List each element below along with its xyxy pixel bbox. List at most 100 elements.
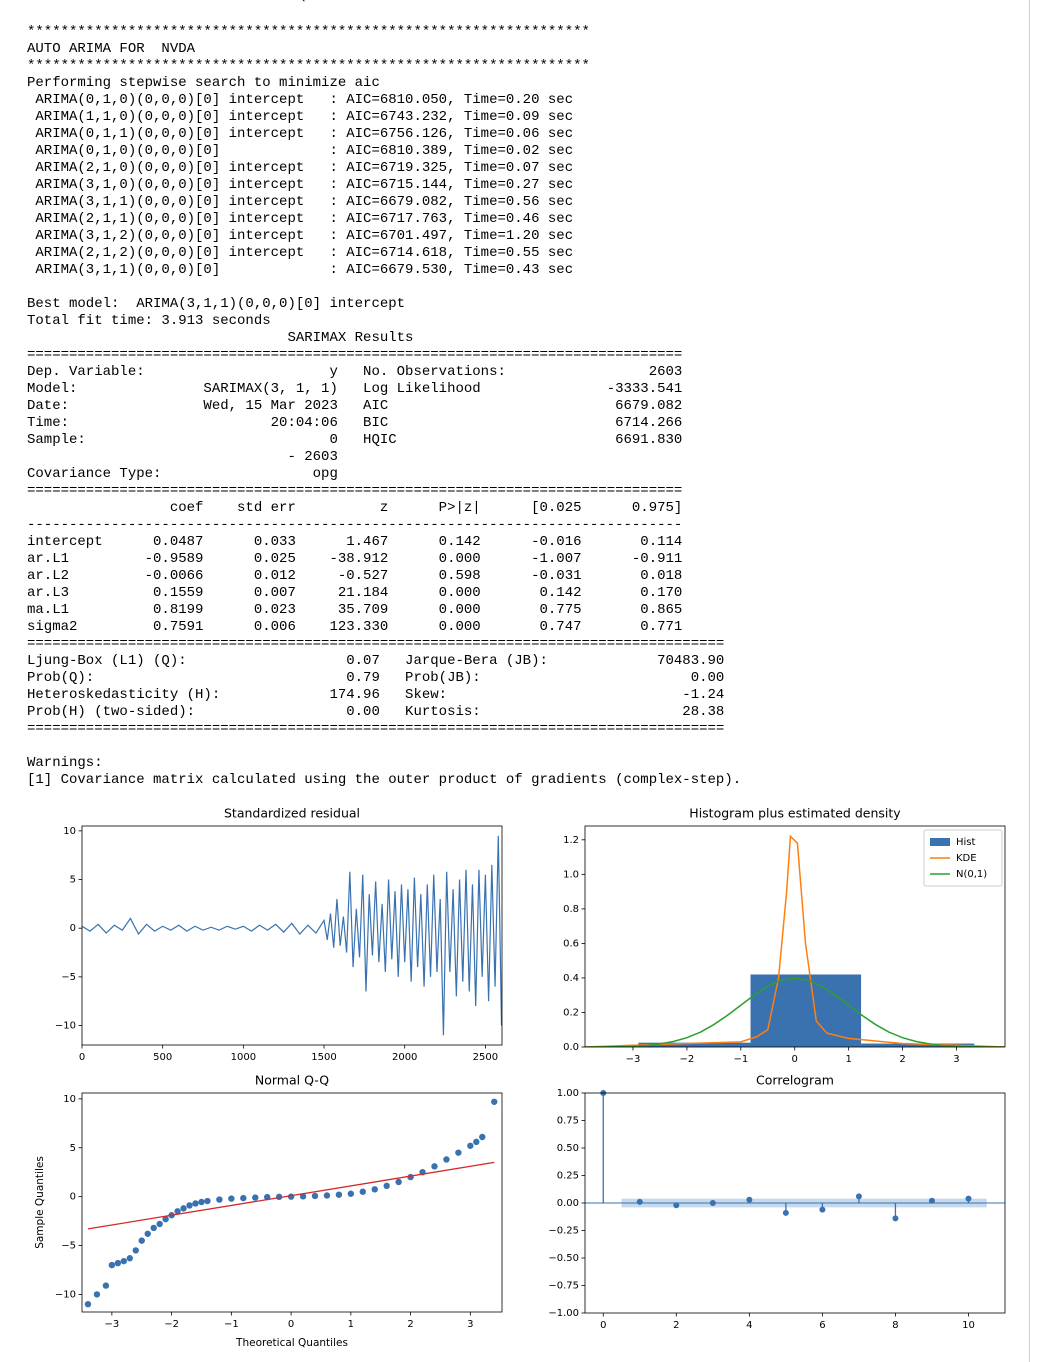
qq-point: [108, 1261, 116, 1269]
x-tick-label: 0: [288, 1319, 294, 1330]
qq-point: [186, 1202, 193, 1209]
x-tick-label: 4: [746, 1320, 752, 1331]
x-tick-label: −2: [164, 1319, 179, 1330]
qq-point: [156, 1220, 163, 1228]
y-tick-label: −5: [61, 1241, 76, 1252]
chart-title: Normal Q-Q: [255, 1073, 329, 1088]
output-line: ----------------------------------------…: [27, 517, 683, 533]
y-tick-label: 1.2: [563, 835, 579, 846]
output-line: Model: SARIMAX(3, 1, 1) Log Likelihood -…: [27, 381, 683, 397]
y-tick-label: 10: [63, 826, 76, 837]
qq-point: [228, 1195, 235, 1202]
output-line: ARIMA(0,1,0)(0,0,0)[0] intercept : AIC=6…: [27, 92, 574, 108]
qq-point: [132, 1247, 139, 1254]
stem-marker: [928, 1197, 935, 1204]
y-tick-label: 1.0: [563, 869, 579, 880]
x-tick-label: −3: [104, 1319, 119, 1330]
qq-point: [299, 1193, 307, 1200]
chart-title: Histogram plus estimated density: [689, 806, 901, 821]
y-tick-label: 0.0: [563, 1042, 579, 1053]
axes-frame: [81, 825, 503, 1046]
output-line: ARIMA(0,1,0)(0,0,0)[0] : AIC=6810.389, T…: [27, 143, 574, 159]
output-line: ARIMA(3,1,0)(0,0,0)[0] intercept : AIC=6…: [27, 177, 574, 193]
output-line: Best model: ARIMA(3,1,1)(0,0,0)[0] inter…: [27, 296, 406, 312]
plot-area: [84, 1098, 498, 1308]
output-line: ar.L1 -0.9589 0.025 -38.912 0.000 -1.007…: [27, 551, 683, 567]
y-tick-label: 0.50: [557, 1143, 579, 1154]
y-tick-label: 0.25: [557, 1171, 579, 1182]
qq-point: [114, 1259, 122, 1267]
y-tick-label: 0.75: [557, 1116, 579, 1127]
qq-point: [473, 1138, 480, 1146]
output-line: - 2603: [27, 449, 338, 465]
output-line: ARIMA(2,1,2)(0,0,0)[0] intercept : AIC=6…: [27, 245, 574, 261]
y-tick-label: 0: [70, 1192, 76, 1203]
x-tick-label: −2: [680, 1054, 695, 1065]
y-tick-label: 0.4: [563, 973, 579, 984]
x-tick-label: 0: [79, 1052, 85, 1063]
hist-bar: [861, 1043, 975, 1047]
output-line: ARIMA(2,1,0)(0,0,0)[0] intercept : AIC=6…: [27, 160, 574, 176]
warnings: Warnings: [1] Covariance matrix calculate…: [27, 755, 741, 789]
y-tick-label: 0.2: [563, 1007, 579, 1018]
chart-title: Correlogram: [756, 1073, 834, 1088]
density-line: [585, 834, 1005, 1047]
output-line: Warnings:: [27, 755, 103, 771]
hist-bar: [750, 974, 862, 1047]
plot-area: [585, 1198, 1005, 1208]
chart-title: Standardized residual: [224, 806, 360, 821]
output-line: ARIMA(2,1,1)(0,0,0)[0] intercept : AIC=6…: [27, 211, 574, 227]
stem-marker: [819, 1206, 826, 1213]
qq-point: [323, 1192, 331, 1199]
x-tick-label: −1: [224, 1319, 239, 1330]
qq-point: [150, 1224, 157, 1232]
output-line: Dep. Variable: y No. Observations: 2603: [27, 364, 683, 380]
y-tick-label: 0.8: [563, 904, 579, 915]
qq-point: [467, 1142, 474, 1149]
x-tick-label: 10: [962, 1320, 975, 1331]
stem-marker: [636, 1198, 643, 1205]
y-tick-label: −0.75: [548, 1281, 579, 1292]
x-tick-label: 2: [899, 1054, 905, 1065]
qq-point: [93, 1291, 101, 1298]
output-line: Sample: 0 HQIC 6691.830: [27, 432, 683, 448]
output-line: Prob(H) (two-sided): 0.00 Kurtosis: 28.3…: [27, 704, 725, 720]
search-log: ****************************************…: [27, 24, 590, 279]
qq-point: [192, 1200, 199, 1207]
density-line: [585, 977, 1005, 1047]
output-line: AUTO ARIMA FOR NVDA: [27, 41, 196, 57]
qq-point: [252, 1194, 259, 1201]
plot-area: [585, 834, 1005, 1047]
qq-point: [204, 1197, 211, 1205]
x-tick-label: −3: [626, 1054, 641, 1065]
output-line: [1] Covariance matrix calculated using t…: [27, 772, 742, 788]
y-tick-label: 5: [70, 875, 76, 886]
qq-point: [138, 1237, 145, 1244]
output-line: Ljung-Box (L1) (Q): 0.07 Jarque-Bera (JB…: [27, 653, 725, 669]
x-axis-label: Theoretical Quantiles: [235, 1337, 348, 1349]
qq-point: [198, 1198, 205, 1206]
output-line: Date: Wed, 15 Mar 2023 AIC 6679.082: [27, 398, 683, 414]
qq-point: [479, 1133, 486, 1141]
x-tick-label: 3: [467, 1319, 473, 1330]
x-tick-label: 2: [407, 1319, 413, 1330]
output-line: ARIMA(3,1,1)(0,0,0)[0] : AIC=6679.530, T…: [27, 262, 574, 278]
x-tick-label: 2: [673, 1320, 679, 1331]
qq-point: [84, 1300, 92, 1308]
output-line: ****************************************…: [27, 58, 590, 74]
qq-point: [443, 1156, 450, 1163]
output-line: intercept 0.0487 0.033 1.467 0.142 -0.01…: [27, 534, 683, 550]
output-line: ARIMA(0,1,1)(0,0,0)[0] intercept : AIC=6…: [27, 126, 574, 142]
plot-area: [82, 835, 502, 1036]
x-tick-label: 1500: [311, 1052, 336, 1063]
qq-point: [311, 1192, 319, 1200]
output-line: coef std err z P>|z| [0.025 0.975]: [27, 500, 683, 516]
legend-swatch: [930, 838, 950, 846]
y-tick-label: 10: [63, 1094, 76, 1105]
qq-point: [371, 1186, 378, 1193]
y-axis-label: Sample Quantiles: [34, 1156, 46, 1249]
qq-point: [102, 1282, 110, 1289]
output-line: ARIMA(3,1,2)(0,0,0)[0] intercept : AIC=6…: [27, 228, 574, 244]
qq-point: [455, 1149, 462, 1156]
